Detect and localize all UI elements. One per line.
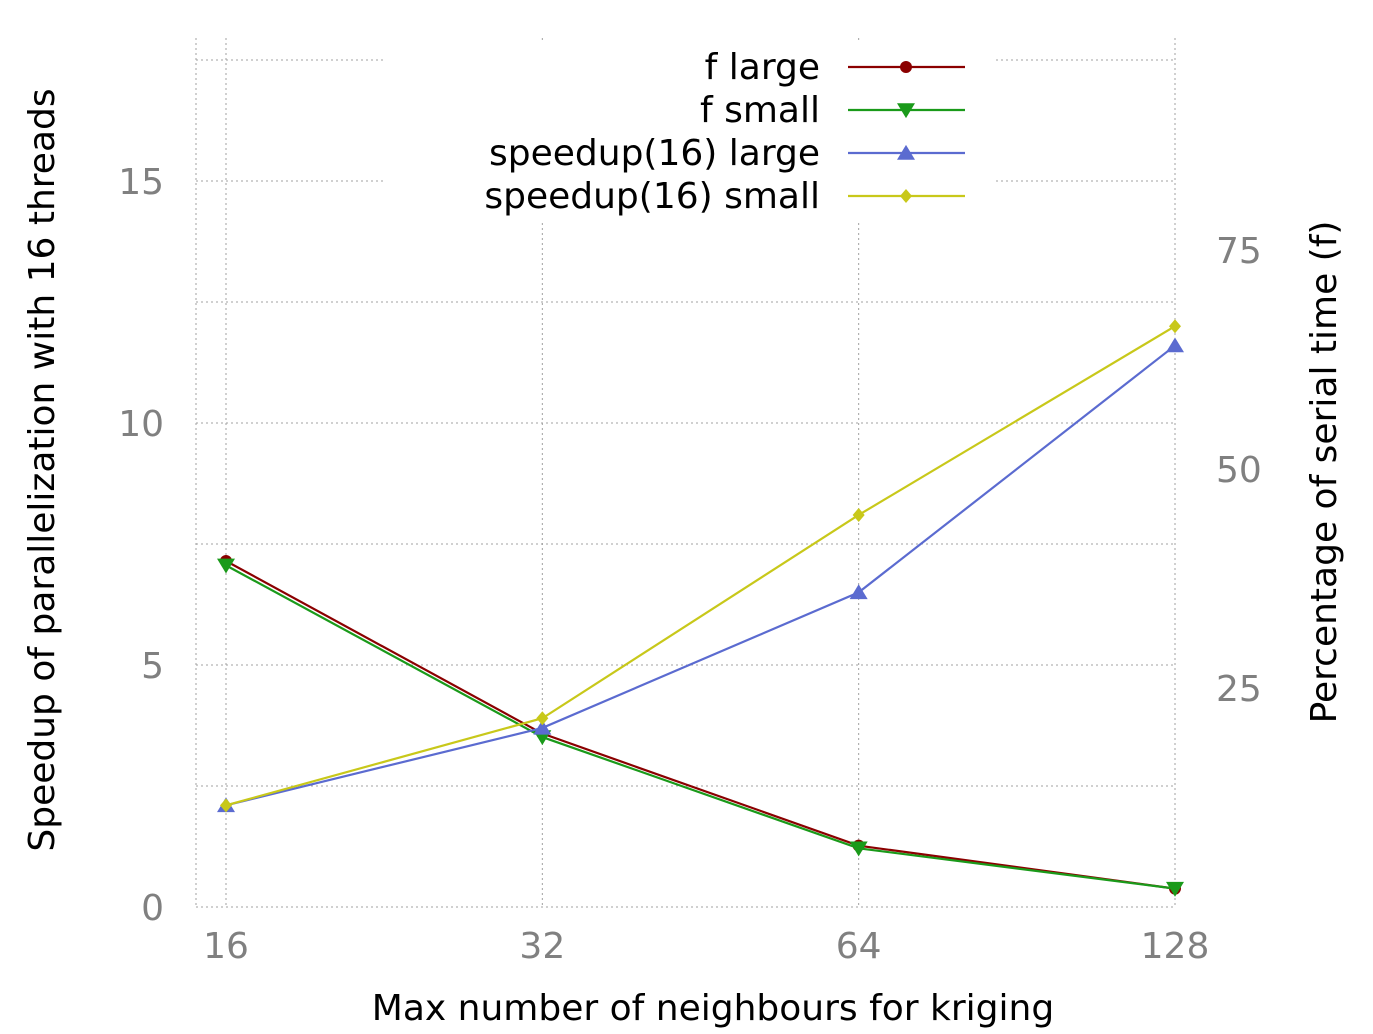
right-tick-label: 75 xyxy=(1216,231,1262,272)
data-point-speedup-16-small xyxy=(852,507,865,522)
series-line-f-small xyxy=(225,564,1176,890)
left-tick-label: 0 xyxy=(141,888,164,929)
x-tick-label: 64 xyxy=(836,926,882,967)
x-tick-label: 16 xyxy=(203,926,249,967)
data-point-speedup-16-large xyxy=(849,584,868,600)
right-tick-label: 50 xyxy=(1216,450,1262,491)
series-f-large xyxy=(220,554,1181,895)
data-point-speedup-16-small xyxy=(1169,319,1181,334)
x-tick-label: 128 xyxy=(1141,926,1210,967)
series-line-speedup-16-small xyxy=(225,325,1176,807)
legend-entry-f-large: f large xyxy=(705,47,965,88)
legend-entry-f-small: f small xyxy=(700,90,965,131)
legend-entry-speedup-16-large: speedup(16) large xyxy=(489,133,965,174)
series-line-speedup-16-large xyxy=(225,344,1176,807)
data-point-f-small xyxy=(849,841,868,857)
legend-swatch-marker xyxy=(900,189,912,203)
right-axis-title: Percentage of serial time (f) xyxy=(1304,221,1345,724)
series-f-small xyxy=(217,558,1184,897)
data-point-f-small xyxy=(1166,881,1184,897)
legend-swatch-marker xyxy=(897,103,915,119)
data-point-speedup-16-large xyxy=(1166,337,1184,353)
legend-swatch-marker xyxy=(900,61,912,73)
tick-labels: 0 5 10 15 25 50 75 16 32 64 128 xyxy=(118,162,1262,967)
left-tick-label: 5 xyxy=(141,646,164,687)
x-axis-title: Max number of neighbours for kriging xyxy=(372,988,1054,1029)
right-tick-label: 25 xyxy=(1216,669,1262,710)
left-axis-title: Speedup of parallelization with 16 threa… xyxy=(22,88,63,851)
data-point-speedup-16-small xyxy=(220,798,232,813)
x-tick-label: 32 xyxy=(519,926,565,967)
legend-label: f large xyxy=(705,47,820,88)
legend-label: speedup(16) large xyxy=(489,133,820,174)
series-line-f-large xyxy=(225,560,1176,890)
legend-background xyxy=(385,40,993,220)
series-speedup-16-small xyxy=(220,319,1181,813)
data-point-speedup-16-large xyxy=(533,719,552,735)
legend-swatch-marker xyxy=(897,144,915,160)
data-point-speedup-16-small xyxy=(536,711,549,726)
left-tick-label: 15 xyxy=(118,162,164,203)
legend-label: speedup(16) small xyxy=(484,176,820,217)
legend-label: f small xyxy=(700,90,820,131)
series-group xyxy=(217,319,1184,897)
data-point-f-small xyxy=(217,558,235,574)
left-tick-label: 10 xyxy=(118,404,164,445)
legend-entry-speedup-16-small: speedup(16) small xyxy=(484,176,965,217)
